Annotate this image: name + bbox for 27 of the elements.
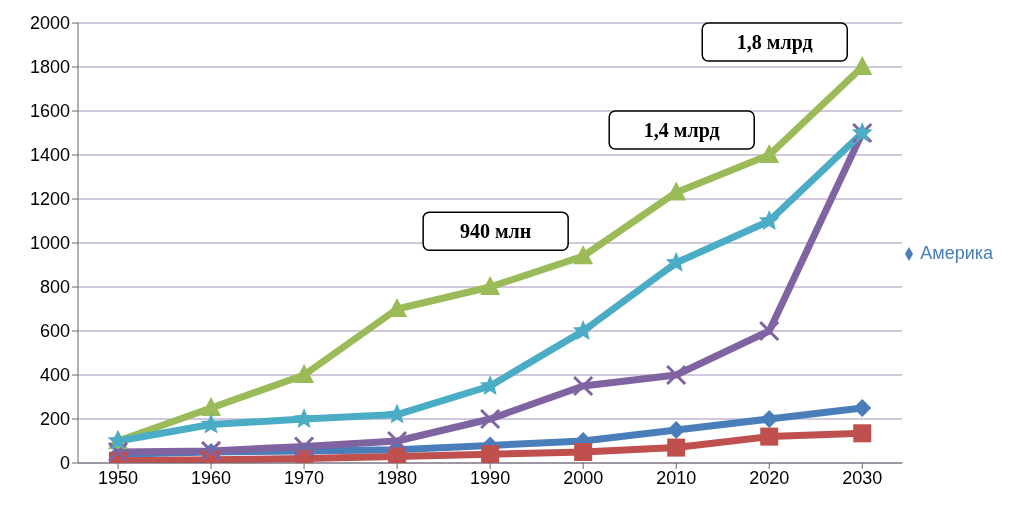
y-tick-label: 400 bbox=[39, 365, 70, 386]
annotation: 940 млн bbox=[459, 220, 532, 243]
x-tick-label: 1990 bbox=[470, 467, 511, 488]
legend-label: Америка bbox=[920, 242, 993, 263]
y-tick-label: 800 bbox=[39, 277, 70, 298]
callout-box: 1,4 млрд bbox=[608, 110, 755, 150]
x-tick-label: 2020 bbox=[749, 467, 790, 488]
y-tick-label: 2000 bbox=[29, 13, 70, 34]
y-tick-label: 1400 bbox=[29, 145, 70, 166]
x-tick-label: 1980 bbox=[377, 467, 418, 488]
annotation: 1,8 млрд bbox=[736, 31, 813, 54]
y-tick-label: 0 bbox=[59, 453, 70, 474]
callout-box: 940 млн bbox=[422, 211, 569, 251]
x-tick-label: 1960 bbox=[191, 467, 232, 488]
x-tick-label: 1970 bbox=[284, 467, 325, 488]
x-tick-label: 2010 bbox=[656, 467, 697, 488]
y-tick-label: 600 bbox=[39, 321, 70, 342]
y-tick-label: 1800 bbox=[29, 57, 70, 78]
x-tick-label: 2000 bbox=[563, 467, 604, 488]
annotation: 1,4 млрд bbox=[643, 119, 720, 142]
callout-box: 1,8 млрд bbox=[701, 22, 848, 62]
y-tick-label: 1200 bbox=[29, 189, 70, 210]
x-tick-label: 1950 bbox=[97, 467, 139, 488]
y-tick-label: 1000 bbox=[29, 233, 70, 254]
y-tick-label: 200 bbox=[39, 409, 70, 430]
x-tick-label: 2030 bbox=[842, 467, 883, 488]
y-tick-label: 1600 bbox=[29, 101, 70, 122]
